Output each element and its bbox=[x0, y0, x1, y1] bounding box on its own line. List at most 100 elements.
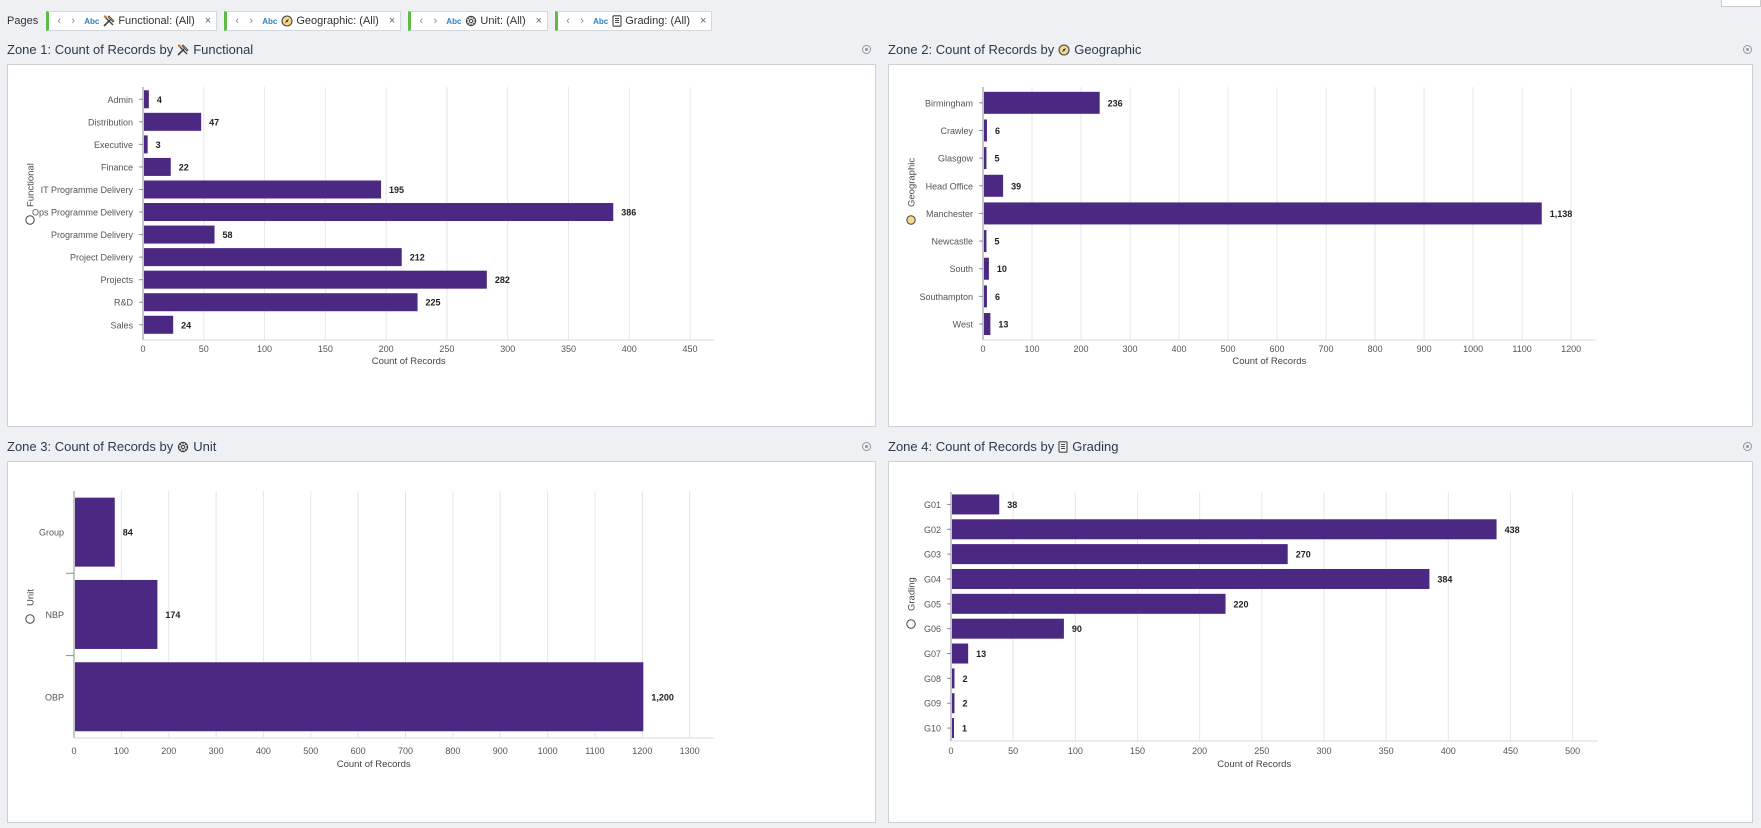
filter-pill-geographic[interactable]: ‹ › Abc Geographic: (All) × bbox=[224, 11, 402, 31]
bar[interactable] bbox=[952, 718, 954, 739]
bar[interactable] bbox=[984, 147, 987, 170]
abc-type-icon: Abc bbox=[446, 16, 462, 26]
bar[interactable] bbox=[144, 270, 487, 289]
bar[interactable] bbox=[952, 693, 955, 714]
bar[interactable] bbox=[144, 112, 202, 131]
value-label: 24 bbox=[181, 320, 191, 330]
x-axis-title: Count of Records bbox=[1217, 759, 1291, 770]
category-label: Programme Delivery bbox=[51, 230, 134, 240]
category-label: Finance bbox=[101, 162, 133, 172]
bar[interactable] bbox=[144, 293, 418, 312]
bar[interactable] bbox=[144, 315, 174, 334]
prev-arrow-icon[interactable]: ‹ bbox=[235, 15, 240, 27]
value-label: 212 bbox=[410, 253, 425, 263]
category-label: Distribution bbox=[88, 117, 133, 127]
x-tick-label: 300 bbox=[500, 344, 515, 354]
bar[interactable] bbox=[984, 313, 991, 336]
category-label: Admin bbox=[107, 95, 133, 105]
bar[interactable] bbox=[952, 544, 1288, 565]
bar[interactable] bbox=[952, 643, 969, 664]
category-label: NBP bbox=[45, 610, 64, 620]
category-label: Southampton bbox=[919, 292, 973, 302]
zone-4-menu-icon[interactable] bbox=[1743, 442, 1752, 451]
filter-pill-grading[interactable]: ‹ › Abc Grading: (All) × bbox=[555, 11, 713, 31]
x-tick-label: 0 bbox=[71, 746, 76, 756]
filter-pill-functional[interactable]: ‹ › Abc Functional: (All) × bbox=[46, 11, 218, 31]
filter-pill-unit[interactable]: ‹ › Abc Unit: (All) × bbox=[408, 11, 549, 31]
x-tick-label: 450 bbox=[683, 344, 698, 354]
zone-2-menu-icon[interactable] bbox=[1743, 45, 1752, 54]
x-tick-label: 0 bbox=[140, 344, 145, 354]
top-right-control[interactable] bbox=[1721, 0, 1761, 7]
prev-arrow-icon[interactable]: ‹ bbox=[57, 15, 62, 27]
bar[interactable] bbox=[952, 494, 1000, 515]
zone-3-menu-icon[interactable] bbox=[862, 442, 871, 451]
zone-title-suffix: Functional bbox=[193, 42, 254, 57]
bar[interactable] bbox=[984, 230, 987, 253]
x-tick-label: 1200 bbox=[1561, 344, 1581, 354]
compass-icon bbox=[1058, 43, 1070, 56]
bar[interactable] bbox=[984, 174, 1004, 197]
y-axis-title: Unit bbox=[26, 589, 37, 606]
value-label: 4 bbox=[157, 95, 162, 105]
bar[interactable] bbox=[144, 135, 148, 154]
hammer-icon bbox=[103, 15, 115, 27]
bar[interactable] bbox=[144, 225, 215, 244]
bar[interactable] bbox=[144, 90, 149, 109]
y-axis-title-group: Unit bbox=[26, 589, 37, 606]
bar[interactable] bbox=[984, 202, 1542, 225]
zone-1-title: Zone 1: Count of Records by Functional bbox=[7, 42, 253, 57]
x-tick-label: 250 bbox=[439, 344, 454, 354]
x-axis-title: Count of Records bbox=[337, 759, 411, 770]
bar[interactable] bbox=[144, 180, 382, 199]
prev-arrow-icon[interactable]: ‹ bbox=[419, 15, 424, 27]
x-tick-label: 0 bbox=[948, 746, 953, 756]
value-label: 220 bbox=[1234, 599, 1249, 609]
bar[interactable] bbox=[984, 119, 987, 142]
value-label: 386 bbox=[621, 208, 636, 218]
bar[interactable] bbox=[952, 593, 1226, 614]
close-icon[interactable]: × bbox=[204, 15, 212, 27]
filter-pill-label: Functional: (All) bbox=[118, 15, 195, 27]
y-axis-icon bbox=[906, 215, 916, 225]
bar[interactable] bbox=[952, 618, 1064, 639]
bar[interactable] bbox=[984, 91, 1100, 114]
document-icon bbox=[1058, 440, 1068, 453]
bar[interactable] bbox=[75, 497, 115, 567]
abc-type-icon: Abc bbox=[84, 16, 100, 26]
bar[interactable] bbox=[952, 668, 955, 689]
zone-title-prefix: Zone 4: Count of Records by bbox=[888, 439, 1055, 454]
category-label: Glasgow bbox=[938, 154, 974, 164]
bar[interactable] bbox=[75, 662, 644, 732]
zone-1-menu-icon[interactable] bbox=[862, 45, 871, 54]
x-tick-label: 500 bbox=[1565, 746, 1580, 756]
category-label: Ops Programme Delivery bbox=[32, 208, 134, 218]
bar[interactable] bbox=[144, 157, 171, 176]
x-tick-label: 250 bbox=[1254, 746, 1269, 756]
hammer-icon bbox=[177, 43, 189, 56]
close-icon[interactable]: × bbox=[700, 15, 707, 27]
next-arrow-icon[interactable]: › bbox=[249, 15, 254, 27]
close-icon[interactable]: × bbox=[535, 15, 543, 27]
bar[interactable] bbox=[952, 568, 1430, 589]
category-label: Sales bbox=[110, 320, 133, 330]
x-tick-label: 700 bbox=[398, 746, 413, 756]
bar[interactable] bbox=[144, 248, 402, 267]
zone-3-panel: 0 100 200 300 400 500 600 700 800 900 1000 1100 1200… bbox=[7, 461, 876, 823]
next-arrow-icon[interactable]: › bbox=[580, 15, 584, 27]
next-arrow-icon[interactable]: › bbox=[433, 15, 438, 27]
bar[interactable] bbox=[952, 519, 1497, 540]
bar[interactable] bbox=[75, 579, 158, 649]
prev-arrow-icon[interactable]: ‹ bbox=[566, 15, 570, 27]
x-tick-label: 500 bbox=[303, 746, 318, 756]
bar[interactable] bbox=[144, 203, 614, 222]
value-label: 5 bbox=[994, 154, 999, 164]
x-tick-label: 100 bbox=[1068, 746, 1083, 756]
bar[interactable] bbox=[984, 285, 987, 308]
x-tick-label: 0 bbox=[980, 344, 985, 354]
close-icon[interactable]: × bbox=[388, 15, 396, 27]
compass-icon bbox=[281, 15, 293, 27]
next-arrow-icon[interactable]: › bbox=[71, 15, 76, 27]
bar[interactable] bbox=[984, 257, 989, 280]
category-label: Project Delivery bbox=[70, 253, 134, 263]
